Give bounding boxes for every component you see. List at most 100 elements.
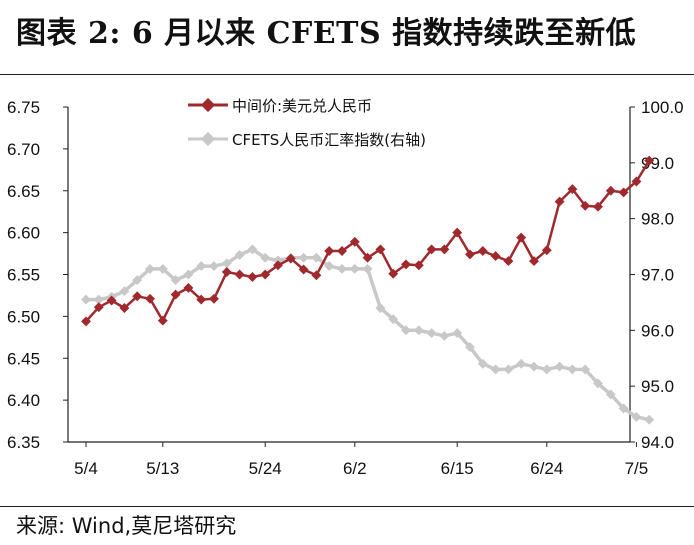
cfets-point (554, 361, 565, 372)
cfets-point (644, 414, 655, 425)
usdcny-point (426, 244, 437, 255)
usdcny-point (605, 185, 616, 196)
usdcny-point (234, 269, 245, 280)
cfets-point (298, 252, 309, 263)
x-tick-label: 7/5 (625, 459, 649, 478)
cfets-point (349, 263, 360, 274)
cfets-point (388, 314, 399, 325)
cfets-point (196, 261, 207, 272)
usdcny-line (85, 159, 651, 323)
legend-label-cfets: CFETS人民币汇率指数(右轴) (232, 131, 426, 149)
legend-marker-usdcny (200, 97, 216, 113)
left-tick-label: 6.45 (7, 349, 40, 368)
cfets-point (631, 411, 642, 422)
x-tick-label: 5/13 (146, 459, 179, 478)
usdcny-point (516, 232, 527, 243)
cfets-point (157, 263, 168, 274)
cfets-point (541, 364, 552, 375)
x-tick-label: 5/4 (74, 459, 98, 478)
usdcny-point (452, 227, 463, 238)
usdcny-series (81, 155, 655, 327)
right-tick-label: 95.0 (641, 377, 674, 396)
right-tick-label: 94.0 (641, 433, 674, 452)
cfets-series (81, 244, 655, 425)
cfets-point (145, 263, 155, 274)
usdcny-point (388, 268, 399, 279)
usdcny-point (93, 302, 104, 313)
cfets-line (86, 247, 650, 422)
legend-label-usdcny: 中间价:美元兑人民币 (232, 97, 372, 115)
usdcny-point (324, 246, 335, 256)
left-tick-label: 6.35 (7, 433, 40, 452)
right-tick-label: 98.0 (641, 210, 674, 229)
cfets-point (260, 252, 271, 263)
cfets-point (465, 342, 475, 353)
cfets-point (490, 364, 501, 375)
usdcny-point (273, 260, 283, 271)
usdcny-point (644, 155, 655, 166)
usdcny-point (490, 251, 501, 262)
left-tick-label: 6.60 (7, 224, 40, 243)
cfets-point (234, 250, 245, 260)
usdcny-point (247, 272, 258, 282)
usdcny-point (221, 267, 232, 277)
usdcny-point (631, 176, 642, 187)
legend-marker-cfets (200, 131, 216, 147)
source-note: 来源: Wind,莫尼塔研究 (16, 514, 237, 538)
usdcny-point (618, 187, 629, 198)
chart-ticks: 6.75 6.70 6.65 6.60 6.55 6.50 6.45 6.40 6.35 100.… (7, 98, 684, 478)
right-tick-label: 99.0 (641, 154, 674, 173)
cfets-point (426, 328, 437, 339)
usdcny-point (183, 282, 194, 293)
right-tick-label: 96.0 (641, 321, 674, 340)
cfets-point (362, 263, 373, 274)
usdcny-point (580, 200, 591, 211)
x-tick-label: 6/2 (343, 459, 367, 478)
usdcny-point (311, 270, 322, 281)
cfets-point (477, 358, 488, 369)
left-tick-label: 6.55 (7, 266, 40, 285)
cfets-point (247, 244, 258, 255)
cfets-point (311, 252, 322, 263)
usdcny-point (209, 293, 219, 304)
cfets-point (605, 389, 616, 400)
x-tick-label: 6/15 (441, 459, 474, 478)
chart-axes (67, 107, 631, 443)
cfets-point (209, 261, 219, 272)
cfets-point (221, 258, 232, 269)
usdcny-point (413, 260, 424, 271)
right-tick-label: 100.0 (641, 98, 684, 117)
usdcny-point (503, 256, 514, 267)
x-tick-label: 6/24 (530, 459, 563, 478)
usdcny-point (593, 201, 603, 212)
title-rule (0, 74, 694, 75)
usdcny-point (157, 315, 168, 326)
usdcny-point (337, 246, 347, 256)
usdcny-point (567, 184, 578, 195)
cfets-point (337, 263, 347, 274)
usdcny-point (349, 236, 360, 247)
usdcny-point (196, 294, 207, 305)
cfets-point (580, 364, 591, 375)
cfets-point (170, 275, 181, 286)
cfets-point (413, 325, 424, 336)
usdcny-point (132, 291, 143, 302)
cfets-point (183, 269, 194, 280)
usdcny-point (362, 252, 373, 263)
usdcny-point (170, 289, 181, 300)
x-tick-label: 5/24 (249, 459, 282, 478)
cfets-point (529, 361, 539, 372)
usdcny-point (477, 246, 488, 256)
right-tick-label: 97.0 (641, 266, 674, 285)
cfets-point (439, 330, 450, 341)
usdcny-point (529, 256, 539, 267)
usdcny-point (439, 244, 450, 255)
cfets-point (132, 275, 143, 286)
cfets-point (618, 403, 629, 414)
left-tick-label: 6.75 (7, 98, 40, 117)
cfets-point (81, 294, 91, 305)
chart-title: 图表 2: 6 月以来 CFETS 指数持续跌至新低 (16, 16, 637, 51)
left-tick-label: 6.50 (7, 307, 40, 326)
left-tick-label: 6.65 (7, 182, 40, 201)
usdcny-point (145, 293, 155, 304)
